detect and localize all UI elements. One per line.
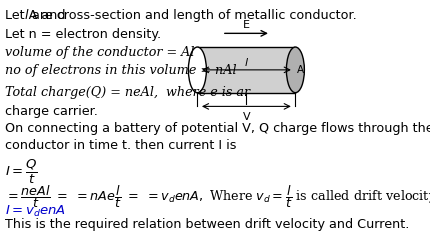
Text: $I = \dfrac{Q}{t}$: $I = \dfrac{Q}{t}$ xyxy=(5,158,37,186)
Text: $I = v_d enA$: $I = v_d enA$ xyxy=(5,204,65,219)
Text: V: V xyxy=(242,112,250,122)
Text: volume of the conductor = Al: volume of the conductor = Al xyxy=(5,46,194,59)
Text: A: A xyxy=(296,65,304,75)
Text: $= \dfrac{neAl}{t}$ $= $ $= nAe\dfrac{l}{t}$ $= $ $= v_d enA,$ Where $v_d = \dfr: $= \dfrac{neAl}{t}$ $= $ $= nAe\dfrac{l}… xyxy=(5,183,430,210)
Text: E: E xyxy=(243,20,249,30)
Text: This is the required relation between drift velocity and Current.: This is the required relation between dr… xyxy=(5,218,408,231)
Text: Let n = electron density.: Let n = electron density. xyxy=(5,28,160,41)
Text: conductor in time t. then current I is: conductor in time t. then current I is xyxy=(5,140,236,153)
Text: charge carrier.: charge carrier. xyxy=(5,105,97,118)
Text: On connecting a battery of potential V, Q charge flows through the: On connecting a battery of potential V, … xyxy=(5,122,430,135)
Text: l: l xyxy=(244,58,247,68)
Text: Total charge(Q) = neAl,  where e is ar: Total charge(Q) = neAl, where e is ar xyxy=(5,86,249,99)
Bar xyxy=(197,47,295,93)
Text: no of electrons in this volume = nAl: no of electrons in this volume = nAl xyxy=(5,64,236,77)
Ellipse shape xyxy=(188,47,206,93)
Ellipse shape xyxy=(286,47,304,93)
Text: are cross-section and length of metallic conductor.: are cross-section and length of metallic… xyxy=(28,9,356,22)
Text: l: l xyxy=(25,9,28,22)
Text: Let A and: Let A and xyxy=(5,9,69,22)
